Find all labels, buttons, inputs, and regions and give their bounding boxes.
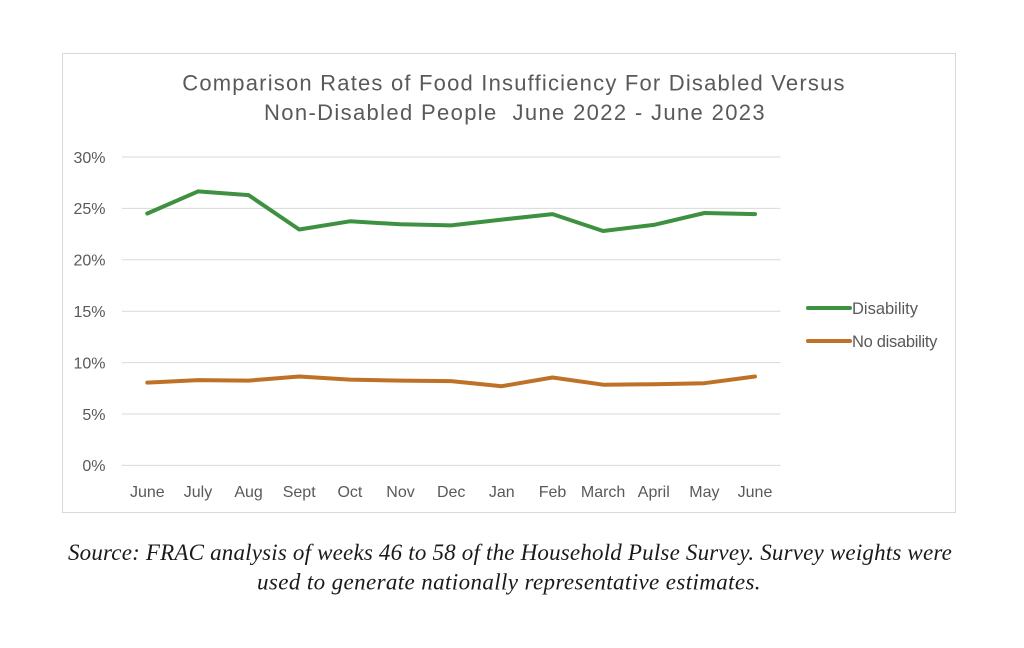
svg-text:Comparison Rates of Food Insuf: Comparison Rates of Food Insufficiency F… <box>182 71 845 96</box>
svg-text:Source: FRAC analysis of weeks: Source: FRAC analysis of weeks 46 to 58 … <box>68 540 952 565</box>
svg-text:Oct: Oct <box>337 484 362 501</box>
svg-text:Non-Disabled People June 2022: Non-Disabled People June 2022 - June 202… <box>264 100 766 125</box>
svg-text:April: April <box>638 484 670 501</box>
svg-text:25%: 25% <box>73 201 105 218</box>
svg-text:Aug: Aug <box>234 484 262 501</box>
svg-text:May: May <box>689 484 719 501</box>
svg-text:June: June <box>130 484 165 501</box>
svg-text:Dec: Dec <box>437 484 465 501</box>
svg-text:30%: 30% <box>73 150 105 167</box>
svg-text:March: March <box>581 484 625 501</box>
svg-text:Disability: Disability <box>852 300 919 318</box>
svg-text:Feb: Feb <box>539 484 567 501</box>
svg-text:Nov: Nov <box>386 484 414 501</box>
svg-text:Sept: Sept <box>283 484 316 501</box>
svg-text:10%: 10% <box>73 355 105 372</box>
svg-text:Jan: Jan <box>489 484 515 501</box>
svg-text:5%: 5% <box>82 407 105 424</box>
svg-text:No disability: No disability <box>852 333 938 351</box>
svg-text:July: July <box>184 484 212 501</box>
svg-text:15%: 15% <box>73 304 105 321</box>
svg-text:June: June <box>738 484 773 501</box>
svg-text:20%: 20% <box>73 253 105 270</box>
svg-text:0%: 0% <box>82 458 105 475</box>
svg-text:used to generate nationally re: used to generate nationally representati… <box>257 570 761 595</box>
